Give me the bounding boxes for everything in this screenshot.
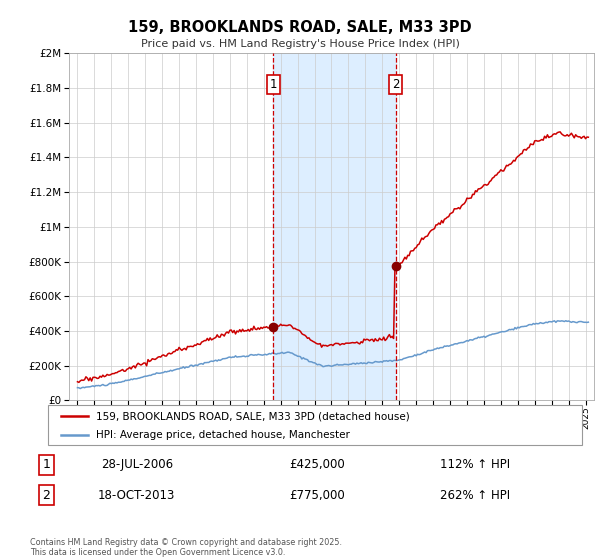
Text: 159, BROOKLANDS ROAD, SALE, M33 3PD (detached house): 159, BROOKLANDS ROAD, SALE, M33 3PD (det… (96, 411, 410, 421)
Text: 262% ↑ HPI: 262% ↑ HPI (440, 489, 510, 502)
Text: HPI: Average price, detached house, Manchester: HPI: Average price, detached house, Manc… (96, 430, 350, 440)
Text: 2: 2 (43, 489, 50, 502)
Text: £775,000: £775,000 (289, 489, 345, 502)
FancyBboxPatch shape (48, 405, 582, 445)
Text: 2: 2 (392, 78, 400, 91)
Text: Price paid vs. HM Land Registry's House Price Index (HPI): Price paid vs. HM Land Registry's House … (140, 39, 460, 49)
Text: 1: 1 (269, 78, 277, 91)
Text: 112% ↑ HPI: 112% ↑ HPI (440, 459, 510, 472)
Text: Contains HM Land Registry data © Crown copyright and database right 2025.
This d: Contains HM Land Registry data © Crown c… (30, 538, 342, 557)
Text: 28-JUL-2006: 28-JUL-2006 (101, 459, 173, 472)
Text: 1: 1 (43, 459, 50, 472)
Text: 159, BROOKLANDS ROAD, SALE, M33 3PD: 159, BROOKLANDS ROAD, SALE, M33 3PD (128, 20, 472, 35)
Text: 18-OCT-2013: 18-OCT-2013 (98, 489, 175, 502)
Bar (274, 53, 395, 400)
Text: £425,000: £425,000 (289, 459, 345, 472)
